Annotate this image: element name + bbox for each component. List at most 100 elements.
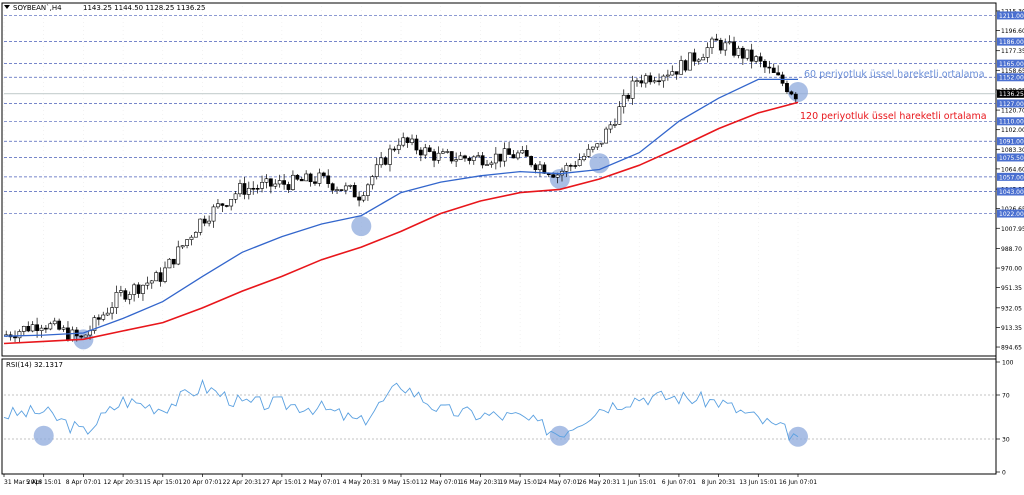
ema60-line bbox=[3, 78, 798, 337]
price-tag-label: 1057.00 bbox=[999, 174, 1024, 181]
candle-body bbox=[445, 151, 450, 153]
candle-body bbox=[335, 189, 339, 191]
candle-body bbox=[551, 174, 556, 178]
price-tag bbox=[997, 187, 1024, 196]
candle-body bbox=[626, 94, 631, 99]
rsi-highlight-circle bbox=[33, 425, 54, 446]
x-tick-label: 19 May 15:01 bbox=[500, 479, 541, 486]
candle-body bbox=[141, 284, 145, 294]
candle-body bbox=[110, 307, 114, 314]
candle-body bbox=[586, 148, 591, 157]
x-tick-label: 8 Apr 07:01 bbox=[66, 479, 101, 486]
candle-body bbox=[485, 164, 489, 166]
candle-body bbox=[577, 159, 582, 166]
candle-body bbox=[515, 152, 520, 159]
candle-body bbox=[683, 60, 688, 71]
candle-body bbox=[635, 80, 639, 82]
candle-body bbox=[754, 56, 758, 62]
price-tag-label: 1152.00 bbox=[999, 75, 1024, 82]
candle-body bbox=[321, 172, 326, 177]
ema60-annotation: 60 periyotluk üssel hareketli ortalama bbox=[804, 69, 985, 80]
price-tag bbox=[997, 59, 1024, 68]
candle-body bbox=[39, 327, 44, 331]
candle-body bbox=[348, 185, 353, 187]
candle-body bbox=[379, 157, 384, 166]
candle-body bbox=[520, 150, 525, 154]
candle-body bbox=[277, 180, 282, 185]
candle-body bbox=[35, 324, 39, 331]
candle-body bbox=[524, 150, 529, 157]
candle-body bbox=[674, 71, 679, 75]
candle-body bbox=[268, 178, 273, 187]
candle-body bbox=[48, 323, 53, 330]
candle-body bbox=[568, 165, 573, 167]
candle-body bbox=[533, 164, 538, 171]
price-tag-label: 1022.00 bbox=[999, 211, 1024, 218]
candle-body bbox=[723, 42, 728, 51]
price-tag bbox=[997, 37, 1024, 46]
candle-body bbox=[599, 142, 604, 145]
candle-body bbox=[745, 49, 750, 59]
candle-body bbox=[498, 153, 503, 162]
candle-body bbox=[352, 185, 357, 198]
candle-body bbox=[392, 148, 397, 151]
candle-body bbox=[538, 164, 542, 171]
candle-body bbox=[776, 72, 781, 76]
candle-body bbox=[96, 317, 101, 320]
y-tick-label: 932.05 bbox=[1001, 305, 1022, 312]
candle-body bbox=[630, 80, 635, 99]
symbol-dropdown-icon[interactable] bbox=[4, 5, 10, 9]
candle-body bbox=[299, 178, 304, 182]
price-tag bbox=[997, 137, 1024, 146]
candle-body bbox=[246, 187, 251, 195]
candle-body bbox=[101, 314, 106, 320]
candle-body bbox=[396, 144, 401, 150]
candle-body bbox=[30, 324, 35, 332]
highlight-circle bbox=[351, 216, 372, 237]
y-tick-label: 1083.30 bbox=[1001, 147, 1024, 154]
candle-body bbox=[383, 157, 388, 165]
candle-body bbox=[767, 66, 772, 69]
candle-body bbox=[189, 236, 194, 240]
y-tick-label: 988.70 bbox=[1001, 246, 1022, 253]
candle-body bbox=[21, 326, 26, 332]
price-tag-label: 1110.00 bbox=[999, 119, 1024, 126]
candle-body bbox=[617, 106, 622, 125]
price-tag-label: 1186.00 bbox=[999, 39, 1024, 46]
candle-body bbox=[441, 151, 445, 154]
y-tick-label: 913.35 bbox=[1001, 325, 1022, 332]
candlesticks bbox=[4, 33, 798, 344]
price-tag-label: 1043.00 bbox=[999, 189, 1024, 196]
candle-body bbox=[176, 246, 181, 265]
x-tick-label: 24 May 07:01 bbox=[539, 479, 580, 486]
x-tick-label: 12 Apr 20:31 bbox=[104, 479, 143, 486]
candle-body bbox=[17, 331, 22, 339]
y-tick-label: 1064.60 bbox=[1001, 166, 1024, 173]
candle-body bbox=[771, 67, 776, 73]
ema120-annotation: 120 periyotluk üssel hareketli ortalama bbox=[800, 111, 987, 122]
candle-body bbox=[132, 284, 137, 295]
candle-body bbox=[727, 41, 732, 44]
x-tick-label: 13 Jun 15:01 bbox=[739, 479, 777, 486]
x-tick-label: 31 Mar 2016 bbox=[4, 479, 42, 486]
highlight-circle bbox=[788, 81, 808, 102]
candle-body bbox=[436, 152, 441, 161]
candle-body bbox=[604, 128, 609, 144]
candle-body bbox=[326, 175, 331, 184]
candle-body bbox=[105, 312, 110, 316]
price-axis: 1215.301196.601177.351158.651139.951120.… bbox=[996, 8, 1024, 352]
candle-body bbox=[608, 124, 613, 130]
candle-body bbox=[13, 336, 17, 339]
candle-body bbox=[224, 205, 229, 207]
candle-body bbox=[167, 258, 172, 269]
candle-body bbox=[489, 162, 494, 165]
price-tag bbox=[997, 73, 1024, 82]
candle-body bbox=[692, 52, 697, 62]
candle-body bbox=[740, 47, 745, 59]
candle-body bbox=[238, 183, 242, 195]
candle-body bbox=[427, 147, 432, 152]
candle-body bbox=[463, 155, 467, 159]
candle-body bbox=[79, 335, 84, 338]
candle-body bbox=[401, 137, 406, 146]
